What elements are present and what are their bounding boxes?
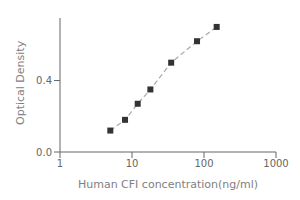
svg-text:1000: 1000 <box>263 158 288 169</box>
svg-text:0.4: 0.4 <box>36 75 52 86</box>
svg-text:0.0: 0.0 <box>36 147 52 158</box>
svg-text:10: 10 <box>126 158 139 169</box>
svg-text:100: 100 <box>194 158 213 169</box>
svg-text:Human CFI concentration(ng/ml): Human CFI concentration(ng/ml) <box>78 178 258 191</box>
svg-text:1: 1 <box>57 158 63 169</box>
svg-text:Optical Density: Optical Density <box>14 40 27 125</box>
